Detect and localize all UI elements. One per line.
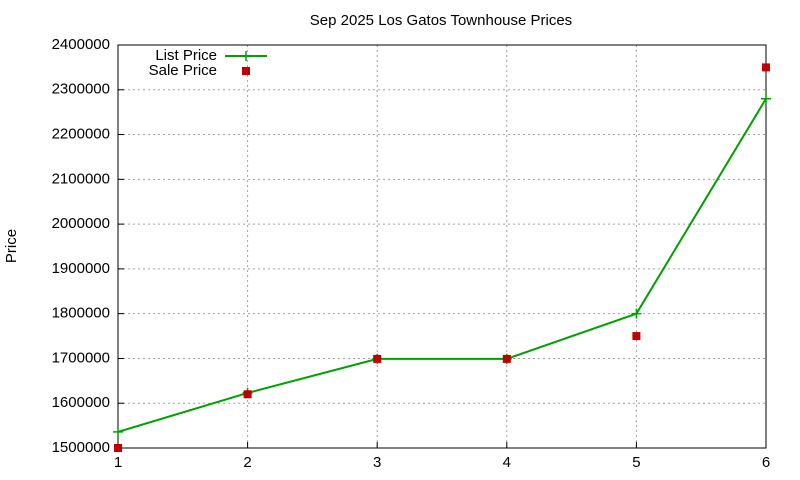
point [114,444,122,452]
y-tick-label: 2100000 [52,170,110,187]
y-tick-label: 1800000 [52,305,110,322]
y-tick-label: 2200000 [52,126,110,143]
point [243,390,252,399]
point [631,308,642,319]
point [762,63,770,72]
legend-marker [241,51,251,61]
legend-label: Sale Price [149,62,217,79]
x-tick-label: 1 [114,454,122,471]
y-tick-label: 1500000 [52,439,110,456]
legend-marker [242,67,250,75]
y-tick-label: 2300000 [52,81,110,98]
y-axis-label: Price [3,229,20,263]
point [373,354,382,363]
y-tick-label: 2400000 [52,36,110,53]
chart-title: Sep 2025 Los Gatos Townhouse Prices [310,12,572,29]
point [761,93,771,104]
y-tick-label: 1600000 [52,394,110,411]
x-tick-label: 4 [503,454,511,471]
x-tick-label: 3 [373,454,381,471]
x-tick-label: 6 [762,454,770,471]
x-tick-label: 5 [632,454,640,471]
point [632,332,641,341]
point [502,354,511,363]
point [113,426,123,437]
y-tick-label: 1900000 [52,260,110,277]
plot-frame [117,44,767,449]
series-line [117,98,767,433]
x-tick-label: 2 [243,454,251,471]
legend-label: List Price [155,47,217,64]
y-tick-label: 1700000 [52,349,110,366]
y-tick-label: 2000000 [52,215,110,232]
